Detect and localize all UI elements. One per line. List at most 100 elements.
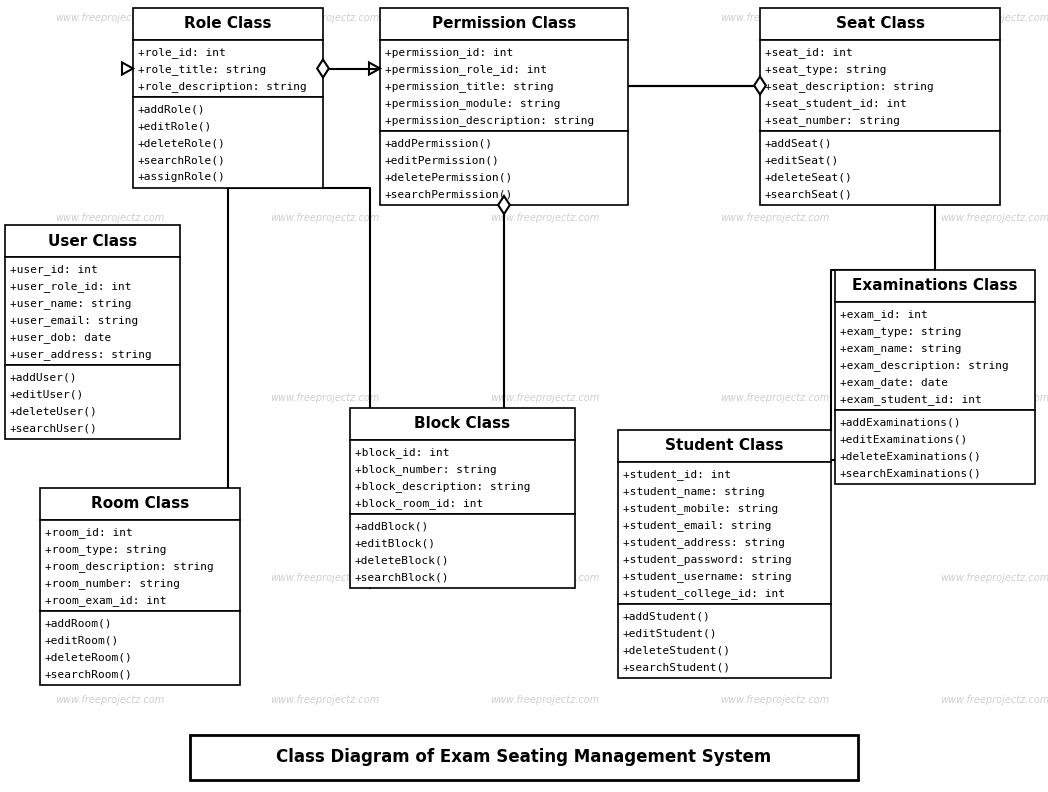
Text: www.freeprojectz.com: www.freeprojectz.com: [720, 213, 829, 223]
Text: www.freeprojectz.com: www.freeprojectz.com: [490, 573, 599, 583]
Text: +addExaminations(): +addExaminations(): [840, 417, 961, 428]
Text: +seat_student_id: int: +seat_student_id: int: [765, 98, 907, 109]
Text: +seat_type: string: +seat_type: string: [765, 64, 887, 75]
Text: +editSeat(): +editSeat(): [765, 155, 839, 166]
Bar: [40, 488, 240, 520]
Text: www.freeprojectz.com: www.freeprojectz.com: [720, 13, 829, 23]
Text: +searchRoom(): +searchRoom(): [45, 669, 133, 680]
Text: Class Diagram of Exam Seating Management System: Class Diagram of Exam Seating Management…: [277, 748, 771, 767]
Text: +permission_title: string: +permission_title: string: [385, 81, 553, 92]
Text: +permission_module: string: +permission_module: string: [385, 98, 561, 109]
Bar: [5, 365, 180, 439]
Polygon shape: [755, 77, 766, 94]
Text: +block_room_id: int: +block_room_id: int: [355, 498, 483, 509]
Polygon shape: [498, 196, 509, 214]
Text: +student_address: string: +student_address: string: [623, 537, 785, 548]
Text: +student_password: string: +student_password: string: [623, 554, 791, 565]
Text: +room_type: string: +room_type: string: [45, 544, 167, 555]
Bar: [380, 40, 628, 131]
Bar: [350, 408, 575, 440]
Text: +seat_id: int: +seat_id: int: [765, 47, 853, 58]
Text: +user_id: int: +user_id: int: [10, 264, 97, 275]
Text: www.freeprojectz.com: www.freeprojectz.com: [940, 573, 1048, 583]
Polygon shape: [318, 59, 329, 78]
Text: Examinations Class: Examinations Class: [852, 279, 1018, 294]
Text: Permission Class: Permission Class: [432, 17, 576, 32]
Text: www.freeprojectz.com: www.freeprojectz.com: [270, 695, 379, 705]
Text: +block_id: int: +block_id: int: [355, 447, 450, 458]
Bar: [380, 131, 628, 205]
Bar: [380, 8, 628, 40]
Text: +searchPermission(): +searchPermission(): [385, 189, 514, 200]
Text: +user_dob: date: +user_dob: date: [10, 332, 111, 343]
Bar: [40, 611, 240, 685]
Text: +permission_description: string: +permission_description: string: [385, 115, 594, 126]
Text: Room Class: Room Class: [91, 497, 189, 512]
Text: www.freeprojectz.com: www.freeprojectz.com: [54, 573, 165, 583]
Text: +student_username: string: +student_username: string: [623, 571, 791, 582]
Text: +editBlock(): +editBlock(): [355, 539, 436, 549]
Text: +user_address: string: +user_address: string: [10, 349, 152, 360]
Text: www.freeprojectz.com: www.freeprojectz.com: [490, 213, 599, 223]
Text: +deleteBlock(): +deleteBlock(): [355, 555, 450, 565]
Text: +student_college_id: int: +student_college_id: int: [623, 588, 785, 599]
Bar: [618, 604, 831, 678]
Text: +searchExaminations(): +searchExaminations(): [840, 469, 982, 478]
Text: +permission_id: int: +permission_id: int: [385, 47, 514, 58]
Text: www.freeprojectz.com: www.freeprojectz.com: [940, 13, 1048, 23]
Text: www.freeprojectz.com: www.freeprojectz.com: [490, 393, 599, 403]
Text: www.freeprojectz.com: www.freeprojectz.com: [54, 695, 165, 705]
Bar: [835, 410, 1035, 484]
Bar: [133, 8, 323, 40]
Text: +exam_student_id: int: +exam_student_id: int: [840, 394, 982, 405]
Text: +searchSeat(): +searchSeat(): [765, 189, 853, 200]
Text: Student Class: Student Class: [665, 439, 784, 454]
Bar: [40, 520, 240, 611]
Text: +student_mobile: string: +student_mobile: string: [623, 503, 779, 514]
Text: +addUser(): +addUser(): [10, 372, 78, 383]
Text: User Class: User Class: [48, 234, 137, 249]
Text: www.freeprojectz.com: www.freeprojectz.com: [720, 573, 829, 583]
Text: +editExaminations(): +editExaminations(): [840, 435, 968, 444]
Bar: [350, 514, 575, 588]
Text: +searchBlock(): +searchBlock(): [355, 573, 450, 582]
Bar: [133, 40, 323, 97]
Text: www.freeprojectz.com: www.freeprojectz.com: [270, 213, 379, 223]
Text: +block_number: string: +block_number: string: [355, 464, 497, 475]
Bar: [835, 302, 1035, 410]
Bar: [5, 257, 180, 365]
Text: +deleteSeat(): +deleteSeat(): [765, 173, 853, 182]
Text: +block_description: string: +block_description: string: [355, 481, 530, 492]
Text: www.freeprojectz.com: www.freeprojectz.com: [720, 393, 829, 403]
Text: +user_name: string: +user_name: string: [10, 298, 131, 309]
Text: +user_email: string: +user_email: string: [10, 315, 138, 326]
Bar: [760, 40, 1000, 131]
Text: +addPermission(): +addPermission(): [385, 139, 493, 148]
Text: +room_description: string: +room_description: string: [45, 561, 214, 572]
Text: +addStudent(): +addStudent(): [623, 611, 711, 622]
Text: +editStudent(): +editStudent(): [623, 629, 718, 638]
Text: +deletePermission(): +deletePermission(): [385, 173, 514, 182]
Text: +student_email: string: +student_email: string: [623, 520, 771, 531]
Text: www.freeprojectz.com: www.freeprojectz.com: [940, 213, 1048, 223]
Text: +addBlock(): +addBlock(): [355, 521, 430, 531]
Text: +addRoom(): +addRoom(): [45, 619, 112, 629]
Bar: [5, 225, 180, 257]
Bar: [133, 97, 323, 188]
Bar: [835, 270, 1035, 302]
Text: +room_number: string: +room_number: string: [45, 578, 180, 589]
Text: +assignRole(): +assignRole(): [138, 173, 225, 182]
Text: Seat Class: Seat Class: [835, 17, 924, 32]
Text: +addRole(): +addRole(): [138, 105, 205, 115]
Text: +editRole(): +editRole(): [138, 121, 213, 131]
Bar: [760, 131, 1000, 205]
Text: www.freeprojectz.com: www.freeprojectz.com: [940, 393, 1048, 403]
Text: www.freeprojectz.com: www.freeprojectz.com: [54, 13, 165, 23]
Bar: [760, 8, 1000, 40]
Text: www.freeprojectz.com: www.freeprojectz.com: [270, 573, 379, 583]
Text: +seat_description: string: +seat_description: string: [765, 81, 934, 92]
Text: +permission_role_id: int: +permission_role_id: int: [385, 64, 547, 75]
Text: +role_title: string: +role_title: string: [138, 64, 266, 75]
Text: +deleteRole(): +deleteRole(): [138, 139, 225, 148]
Text: www.freeprojectz.com: www.freeprojectz.com: [490, 13, 599, 23]
